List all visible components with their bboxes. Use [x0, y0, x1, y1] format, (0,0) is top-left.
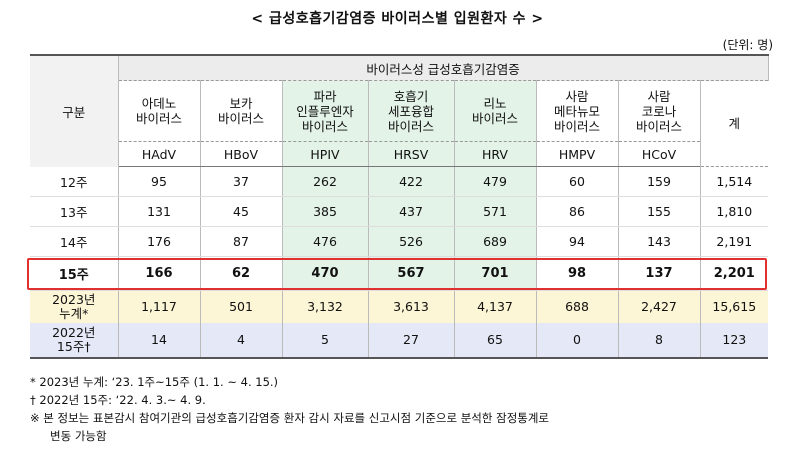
table-row-cumulative: 2023년 누계* 1,117 501 3,132 3,613 4,137 688… — [30, 290, 769, 323]
cell: 86 — [535, 196, 619, 227]
row-total: 123 — [699, 323, 769, 359]
cell: 37 — [199, 166, 283, 197]
abbr-hpiv: HPIV — [281, 141, 369, 167]
cell: 98 — [535, 256, 619, 291]
cell: 159 — [617, 166, 701, 197]
cell: 476 — [281, 226, 369, 257]
row-total: 2,191 — [699, 226, 769, 257]
cell: 689 — [453, 226, 537, 257]
table-row-previous-year: 2022년 15주† 14 4 5 27 65 0 8 123 — [30, 323, 769, 359]
cell: 571 — [453, 196, 537, 227]
cell: 526 — [367, 226, 455, 257]
row-total: 1,514 — [699, 166, 769, 197]
unit-label: (단위: 명) — [722, 38, 773, 52]
abbr-hadv: HAdV — [117, 141, 201, 167]
cell: 3,613 — [367, 290, 455, 323]
footnote-disclaimer: ※ 본 정보는 표본감시 참여기관의 급성호흡기감염증 환자 감시 자료를 신고… — [30, 411, 550, 425]
virus-header-hpiv: 파라 인플루엔자 바이러스 — [281, 80, 369, 142]
abbr-hmpv: HMPV — [535, 141, 619, 167]
cell: 143 — [617, 226, 701, 257]
table-row-highlighted: 15주 166 62 470 567 701 98 137 2,201 — [30, 256, 769, 291]
table-row: 12주 95 37 262 422 479 60 159 1,514 — [30, 166, 769, 197]
virus-header-hrsv: 호흡기 세포융합 바이러스 — [367, 80, 455, 142]
cell: 176 — [117, 226, 201, 257]
footnote-disclaimer-cont: 변동 가능함 — [50, 429, 107, 443]
cell: 95 — [117, 166, 201, 197]
cell: 2,427 — [617, 290, 701, 323]
row-label: 12주 — [30, 166, 119, 197]
abbr-hrv: HRV — [453, 141, 537, 167]
cell: 60 — [535, 166, 619, 197]
cell: 422 — [367, 166, 455, 197]
week15-highlight-box — [27, 258, 767, 290]
cell: 94 — [535, 226, 619, 257]
total-header: 계 — [699, 80, 769, 167]
row-label: 15주 — [30, 256, 119, 291]
abbr-hrsv: HRSV — [367, 141, 455, 167]
table-row: 14주 176 87 476 526 689 94 143 2,191 — [30, 226, 769, 257]
cell: 567 — [367, 256, 455, 291]
footnotes: * 2023년 누계: ‘23. 1주~15주 (1. 1. ~ 4. 15.)… — [30, 373, 775, 445]
footnote-cumulative: * 2023년 누계: ‘23. 1주~15주 (1. 1. ~ 4. 15.) — [30, 375, 279, 389]
virus-header-hadv: 아데노 바이러스 — [117, 80, 201, 142]
virus-header-hcov: 사람 코로나 바이러스 — [617, 80, 701, 142]
cell: 137 — [617, 256, 701, 291]
table-row: 13주 131 45 385 437 571 86 155 1,810 — [30, 196, 769, 227]
abbr-hbov: HBoV — [199, 141, 283, 167]
cell: 155 — [617, 196, 701, 227]
row-total: 1,810 — [699, 196, 769, 227]
cell: 65 — [453, 323, 537, 359]
cell: 0 — [535, 323, 619, 359]
cell: 3,132 — [281, 290, 369, 323]
table-title: < 급성호흡기감염증 바이러스별 입원환자 수 > — [251, 11, 544, 27]
cell: 437 — [367, 196, 455, 227]
cell: 688 — [535, 290, 619, 323]
virus-header-hrv: 리노 바이러스 — [453, 80, 537, 142]
row-label: 13주 — [30, 196, 119, 227]
gubun-header: 구분 — [30, 54, 119, 167]
cell: 4 — [199, 323, 283, 359]
hospitalization-table: 구분 바이러스성 급성호흡기감염증 아데노 바이러스 보카 바이러스 파라 인플루엔자… — [30, 54, 769, 359]
group-header: 바이러스성 급성호흡기감염증 — [117, 54, 769, 81]
row-label: 2022년 15주† — [30, 323, 119, 359]
cell: 27 — [367, 323, 455, 359]
abbr-hcov: HCoV — [617, 141, 701, 167]
virus-header-hmpv: 사람 메타뉴모 바이러스 — [535, 80, 619, 142]
cell: 479 — [453, 166, 537, 197]
cell: 262 — [281, 166, 369, 197]
cell: 45 — [199, 196, 283, 227]
footnote-prev-year: † 2022년 15주: ‘22. 4. 3.~ 4. 9. — [30, 393, 206, 407]
cell: 8 — [617, 323, 701, 359]
cell: 470 — [281, 256, 369, 291]
virus-header-hbov: 보카 바이러스 — [199, 80, 283, 142]
cell: 501 — [199, 290, 283, 323]
cell: 14 — [117, 323, 201, 359]
row-label: 2023년 누계* — [30, 290, 119, 323]
cell: 1,117 — [117, 290, 201, 323]
cell: 4,137 — [453, 290, 537, 323]
row-total: 2,201 — [699, 256, 769, 291]
cell: 5 — [281, 323, 369, 359]
cell: 131 — [117, 196, 201, 227]
cell: 385 — [281, 196, 369, 227]
cell: 87 — [199, 226, 283, 257]
cell: 701 — [453, 256, 537, 291]
row-total: 15,615 — [699, 290, 769, 323]
row-label: 14주 — [30, 226, 119, 257]
